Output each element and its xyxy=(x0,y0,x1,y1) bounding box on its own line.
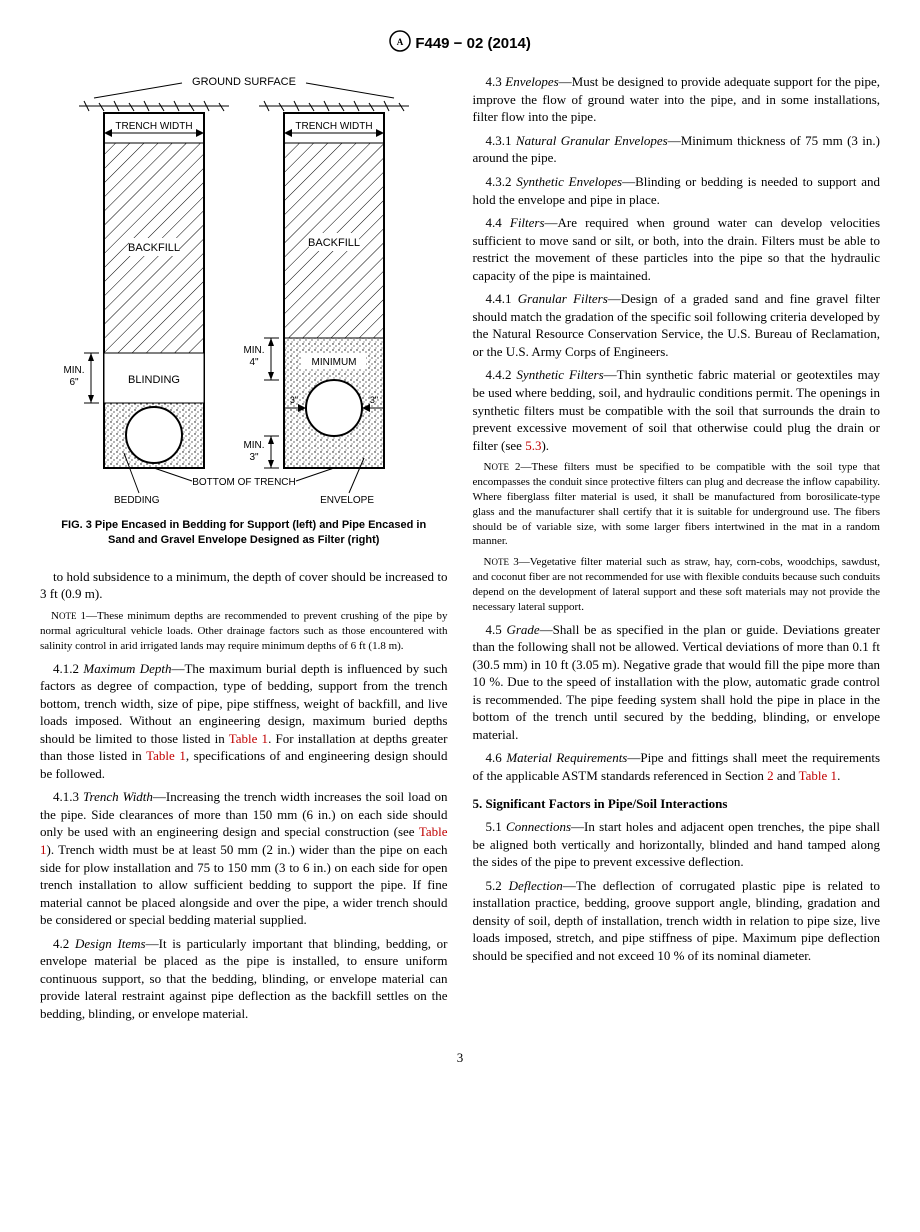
para-4.4.2: 4.4.2 Synthetic Filters—Thin synthetic f… xyxy=(473,366,881,454)
svg-text:3": 3" xyxy=(290,395,298,405)
para-4.3: 4.3 Envelopes—Must be designed to provid… xyxy=(473,73,881,126)
astm-logo: A xyxy=(389,30,411,58)
para-4.2: 4.2 Design Items—It is particularly impo… xyxy=(40,935,448,1023)
svg-text:4": 4" xyxy=(249,357,259,368)
svg-text:6": 6" xyxy=(69,377,79,388)
svg-text:BACKFILL: BACKFILL xyxy=(308,237,360,249)
ref-table1[interactable]: Table 1 xyxy=(229,731,268,746)
svg-text:BOTTOM OF TRENCH: BOTTOM OF TRENCH xyxy=(192,477,296,488)
section-5-heading: 5. Significant Factors in Pipe/Soil Inte… xyxy=(473,795,881,813)
para-continue: to hold subsidence to a minimum, the dep… xyxy=(40,568,448,603)
para-4.4: 4.4 Filters—Are required when ground wat… xyxy=(473,214,881,284)
svg-text:A: A xyxy=(397,37,404,47)
svg-text:MIN.: MIN. xyxy=(63,365,84,376)
svg-text:MIN.: MIN. xyxy=(243,345,264,356)
svg-text:3": 3" xyxy=(370,395,378,405)
svg-text:3": 3" xyxy=(249,452,259,463)
para-4.5: 4.5 Grade—Shall be as specified in the p… xyxy=(473,621,881,744)
svg-text:MIN.: MIN. xyxy=(243,440,264,451)
note-1: NOTE 1—These minimum depths are recommen… xyxy=(40,609,448,654)
right-column: 4.3 Envelopes—Must be designed to provid… xyxy=(473,73,881,1028)
svg-text:GROUND SURFACE: GROUND SURFACE xyxy=(192,76,296,88)
para-4.6: 4.6 Material Requirements—Pipe and fitti… xyxy=(473,749,881,784)
svg-text:ENVELOPE: ENVELOPE xyxy=(320,495,374,506)
svg-text:TRENCH WIDTH: TRENCH WIDTH xyxy=(295,121,372,132)
ref-table1[interactable]: Table 1 xyxy=(799,768,837,783)
page-number: 3 xyxy=(40,1049,880,1067)
figure-3: GROUND SURFACE TRENCH WIDTH xyxy=(40,73,448,548)
para-4.1.3: 4.1.3 Trench Width—Increasing the trench… xyxy=(40,788,448,928)
para-5.2: 5.2 Deflection—The deflection of corruga… xyxy=(473,877,881,965)
note-3: NOTE 3—Vegetative filter material such a… xyxy=(473,555,881,614)
ref-5.3[interactable]: 5.3 xyxy=(525,438,541,453)
svg-text:TRENCH WIDTH: TRENCH WIDTH xyxy=(115,121,192,132)
svg-text:MINIMUM: MINIMUM xyxy=(311,357,356,368)
para-5.1: 5.1 Connections—In start holes and adjac… xyxy=(473,818,881,871)
ref-table1[interactable]: Table 1 xyxy=(146,748,186,763)
para-4.3.1: 4.3.1 Natural Granular Envelopes—Minimum… xyxy=(473,132,881,167)
para-4.3.2: 4.3.2 Synthetic Envelopes—Blinding or be… xyxy=(473,173,881,208)
page-header: A F449 − 02 (2014) xyxy=(40,30,880,58)
svg-text:BLINDING: BLINDING xyxy=(128,374,180,386)
fig3-caption: FIG. 3 Pipe Encased in Bedding for Suppo… xyxy=(40,518,448,548)
svg-text:BEDDING: BEDDING xyxy=(114,495,160,506)
left-column: GROUND SURFACE TRENCH WIDTH xyxy=(40,73,448,1028)
note-2: NOTE 2—These filters must be specified t… xyxy=(473,460,881,549)
para-4.1.2: 4.1.2 Maximum Depth—The maximum burial d… xyxy=(40,660,448,783)
svg-text:BACKFILL: BACKFILL xyxy=(128,242,180,254)
standard-number: F449 − 02 (2014) xyxy=(415,35,531,52)
para-4.4.1: 4.4.1 Granular Filters—Design of a grade… xyxy=(473,290,881,360)
